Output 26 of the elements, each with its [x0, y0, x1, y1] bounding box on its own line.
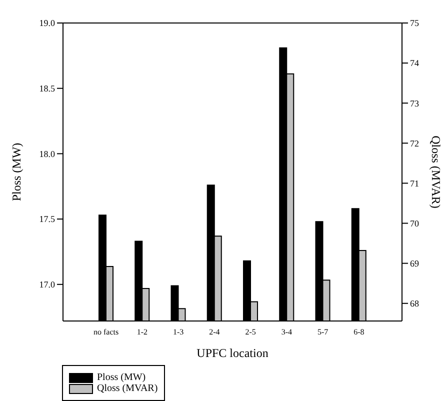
x-tick-label: no facts	[94, 328, 119, 337]
x-tick-label: 1-2	[136, 328, 148, 337]
y2-tick-label: 70	[410, 218, 420, 228]
x-tick-label: 1-3	[172, 328, 184, 337]
y-tick-label: 17.0	[39, 280, 56, 290]
y-tick-label: 18.5	[39, 84, 56, 94]
x-tick-label: 6-8	[354, 328, 364, 337]
y2-axis-title: Qloss (MVAR)	[428, 136, 442, 208]
y2-tick-label: 68	[410, 298, 420, 309]
y-axis-title: Ploss (MW)	[9, 142, 24, 202]
y2-tick-label: 72	[410, 138, 419, 148]
y2-tick-label: 75	[410, 18, 420, 28]
x-axis-title: UPFC location	[196, 346, 268, 360]
x-tick-label: 2-5	[245, 328, 256, 337]
legend-label: Qloss (MVAR)	[97, 383, 158, 394]
x-tick-label: 5-7	[317, 328, 328, 337]
x-tick-label: 3-4	[281, 328, 292, 337]
legend-label: Ploss (MW)	[97, 372, 146, 383]
y2-tick-label: 73	[410, 98, 420, 108]
y-tick-label: 18.0	[39, 148, 56, 159]
y2-tick-label: 74	[410, 58, 420, 68]
y-tick-label: 17.5	[39, 214, 56, 224]
x-tick-label: 2-4	[209, 328, 220, 337]
y2-tick-label: 69	[410, 258, 420, 269]
y2-tick-label: 71	[410, 178, 419, 188]
y-tick-label: 19.0	[39, 18, 56, 28]
